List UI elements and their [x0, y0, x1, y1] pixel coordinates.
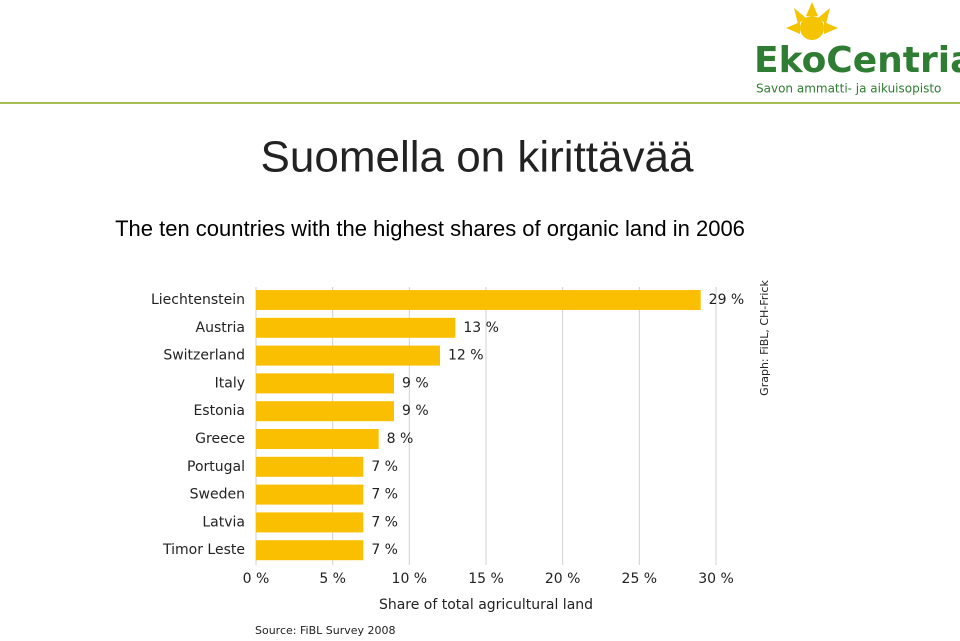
value-label: 9 %	[402, 375, 429, 391]
source: Source: FiBL Survey 2008	[255, 624, 396, 637]
logo-sun	[786, 2, 838, 40]
credit: Graph: FiBL, CH-Frick	[758, 280, 771, 396]
bar	[256, 540, 364, 561]
y-tick-label: Sweden	[190, 487, 245, 503]
y-tick-label: Greece	[195, 431, 245, 447]
bar	[256, 401, 394, 422]
value-label: 7 %	[371, 459, 398, 475]
x-tick-label: 30 %	[698, 571, 734, 587]
x-tick-label: 5 %	[319, 571, 346, 587]
bar	[256, 317, 456, 338]
x-tick-label: 0 %	[243, 571, 270, 587]
value-label: 8 %	[387, 431, 414, 447]
bar	[256, 345, 440, 366]
value-label: 9 %	[402, 403, 429, 419]
y-tick-label: Liechtenstein	[151, 292, 245, 308]
bar	[256, 484, 364, 505]
y-tick-label: Portugal	[187, 459, 245, 475]
logo-tagline: Savon ammatti- ja aikuisopisto	[756, 82, 941, 96]
value-label: 12 %	[448, 348, 484, 364]
chart-title: Suomella on kirittävää	[261, 133, 694, 182]
x-axis-label: Share of total agricultural land	[379, 597, 593, 613]
x-tick-label: 20 %	[545, 571, 581, 587]
value-label: 13 %	[463, 320, 499, 336]
plot: 0 % 5 % 10 % 15 % 20 % 25 % 30 % Share of total…	[151, 280, 771, 637]
bar	[256, 373, 394, 394]
x-tick-label: 15 %	[468, 571, 504, 587]
x-tick-label: 25 %	[622, 571, 658, 587]
y-tick-label: Estonia	[193, 403, 245, 419]
y-tick-label: Latvia	[202, 514, 245, 530]
bar	[256, 456, 364, 477]
value-label: 7 %	[371, 542, 398, 558]
bar	[256, 290, 701, 310]
value-label: 29 %	[709, 292, 745, 308]
logo-name: EkoCentria	[754, 40, 960, 81]
x-tick-label: 10 %	[392, 571, 428, 587]
y-tick-label: Switzerland	[163, 348, 245, 364]
bar	[256, 429, 379, 449]
y-tick-label: Austria	[196, 320, 245, 336]
y-tick-label: Italy	[215, 375, 245, 391]
value-label: 7 %	[371, 514, 398, 530]
y-tick-label: Timor Leste	[162, 542, 245, 558]
chart-subtitle: The ten countries with the highest share…	[115, 216, 745, 241]
value-label: 7 %	[371, 487, 398, 503]
bar	[256, 512, 364, 533]
